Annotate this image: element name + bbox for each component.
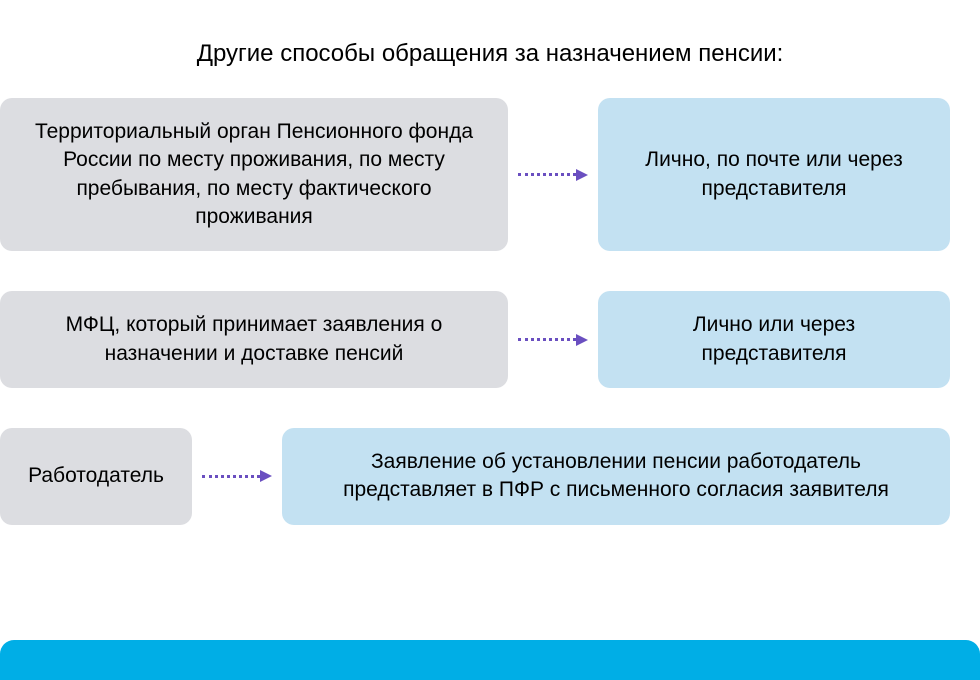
target-box: Лично, по почте или через представителя xyxy=(598,98,950,251)
source-box: Территориальный орган Пенсионного фонда … xyxy=(0,98,508,251)
source-box: Работодатель xyxy=(0,428,192,525)
footer-bar xyxy=(0,640,980,680)
source-box: МФЦ, который принимает заявления о назна… xyxy=(0,291,508,388)
flow-row: МФЦ, который принимает заявления о назна… xyxy=(0,291,980,388)
arrow-cell xyxy=(508,98,598,251)
target-box: Лично или через представителя xyxy=(598,291,950,388)
page-title: Другие способы обращения за назначением … xyxy=(0,0,980,98)
flow-row: Работодатель Заявление об установлении пе… xyxy=(0,428,980,525)
flow-row: Территориальный орган Пенсионного фонда … xyxy=(0,98,980,251)
arrow-cell xyxy=(508,291,598,388)
arrow-cell xyxy=(192,428,282,525)
flow-rows: Территориальный орган Пенсионного фонда … xyxy=(0,98,980,525)
target-box: Заявление об установлении пенсии работод… xyxy=(282,428,950,525)
